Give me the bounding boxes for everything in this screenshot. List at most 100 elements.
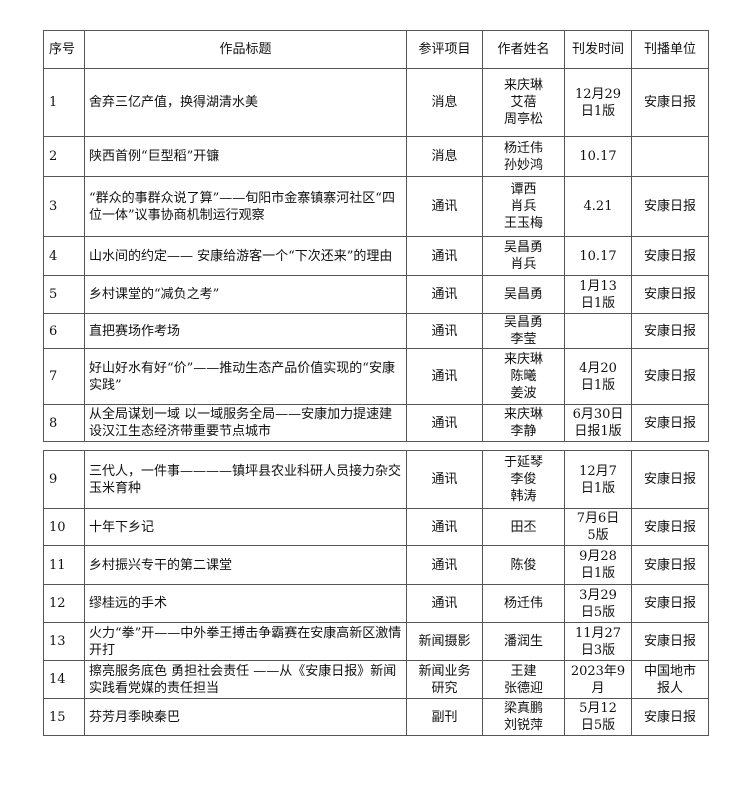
cell-work-title: 山水间的约定—— 安康给游客一个“下次还来”的理由 <box>84 236 407 276</box>
cell-category: 通讯 <box>406 348 483 405</box>
cell-row-number: 8 <box>43 404 85 442</box>
cell-row-number: 10 <box>43 508 85 546</box>
cell-category: 通讯 <box>406 584 483 623</box>
cell-row-number: 14 <box>43 660 85 699</box>
column-header: 作者姓名 <box>482 30 565 69</box>
table-row: 6 直把赛场作考场 通讯 吴昌勇 李莹 安康日报 <box>43 313 709 349</box>
cell-row-number: 4 <box>43 236 85 276</box>
cell-outlet: 安康日报 <box>631 275 709 314</box>
cell-publish-date: 6月30日 日报1版 <box>564 404 632 442</box>
cell-outlet: 安康日报 <box>631 450 709 509</box>
cell-row-number: 12 <box>43 584 85 623</box>
cell-category: 通讯 <box>406 313 483 349</box>
column-header: 刊发时间 <box>564 30 632 69</box>
cell-outlet: 安康日报 <box>631 236 709 276</box>
column-header: 参评项目 <box>406 30 483 69</box>
cell-outlet: 安康日报 <box>631 622 709 661</box>
cell-publish-date: 4月20 日1版 <box>564 348 632 405</box>
column-header: 作品标题 <box>84 30 407 69</box>
cell-work-title: 好山好水有好“价”——推动生态产品价值实现的“安康实践” <box>84 348 407 405</box>
column-header: 序号 <box>43 30 85 69</box>
table-row: 11 乡村振兴专干的第二课堂 通讯 陈俊 9月28 日1版 安康日报 <box>43 545 709 585</box>
cell-work-title: 直把赛场作考场 <box>84 313 407 349</box>
cell-work-title: 三代人，一件事————镇坪县农业科研人员接力杂交玉米育种 <box>84 450 407 509</box>
table-row: 2 陕西首例“巨型稻”开镰 消息 杨迁伟 孙妙鸿 10.17 <box>43 136 709 177</box>
cell-row-number: 3 <box>43 176 85 237</box>
cell-publish-date: 3月29 日5版 <box>564 584 632 623</box>
cell-authors: 潘润生 <box>482 622 565 661</box>
cell-work-title: 从全局谋划一域 以一域服务全局——安康加力提速建设汉江生态经济带重要节点城市 <box>84 404 407 442</box>
cell-work-title: 擦亮服务底色 勇担社会责任 ——从《安康日报》新闻实践看党媒的责任担当 <box>84 660 407 699</box>
cell-authors: 来庆琳 陈曦 姜波 <box>482 348 565 405</box>
cell-publish-date: 12月29 日1版 <box>564 68 632 137</box>
cell-publish-date: 1月13 日1版 <box>564 275 632 314</box>
cell-authors: 来庆琳 艾蓓 周亭松 <box>482 68 565 137</box>
cell-authors: 梁真鹏 刘锐萍 <box>482 698 565 736</box>
cell-authors: 吴昌勇 李莹 <box>482 313 565 349</box>
cell-publish-date: 10.17 <box>564 236 632 276</box>
table-row: 13 火力“拳”开——中外拳王搏击争霸赛在安康高新区激情开打 新闻摄影 潘润生 11月2… <box>43 622 709 661</box>
cell-publish-date: 9月28 日1版 <box>564 545 632 585</box>
cell-row-number: 7 <box>43 348 85 405</box>
cell-row-number: 1 <box>43 68 85 137</box>
table-row: 7 好山好水有好“价”——推动生态产品价值实现的“安康实践” 通讯 来庆琳 陈曦 姜波… <box>43 348 709 405</box>
cell-authors: 吴昌勇 <box>482 275 565 314</box>
cell-work-title: 陕西首例“巨型稻”开镰 <box>84 136 407 177</box>
cell-work-title: 乡村振兴专干的第二课堂 <box>84 545 407 585</box>
cell-row-number: 6 <box>43 313 85 349</box>
table-row: 1 舍弃三亿产值，换得湖清水美 消息 来庆琳 艾蓓 周亭松 12月29 日1版 安康日报 <box>43 68 709 137</box>
cell-row-number: 2 <box>43 136 85 177</box>
cell-category: 消息 <box>406 136 483 177</box>
table-row: 15 芬芳月季映秦巴 副刊 梁真鹏 刘锐萍 5月12 日5版 安康日报 <box>43 698 709 736</box>
cell-category: 新闻业务 研究 <box>406 660 483 699</box>
cell-work-title: 舍弃三亿产值，换得湖清水美 <box>84 68 407 137</box>
header-row: 序号 作品标题 参评项目 作者姓名 刊发时间 刊播单位 <box>43 30 709 69</box>
table-row: 10 十年下乡记 通讯 田丕 7月6日 5版 安康日报 <box>43 508 709 546</box>
cell-category: 通讯 <box>406 404 483 442</box>
cell-publish-date <box>564 313 632 349</box>
cell-authors: 王建 张德迎 <box>482 660 565 699</box>
cell-work-title: 缪桂远的手术 <box>84 584 407 623</box>
awards-table-part-1: 序号 作品标题 参评项目 作者姓名 刊发时间 刊播单位 1 舍弃三亿产值，换得湖清水美 消息 来庆… <box>43 30 709 442</box>
cell-outlet <box>631 136 709 177</box>
cell-category: 副刊 <box>406 698 483 736</box>
cell-category: 通讯 <box>406 508 483 546</box>
table-row: 4 山水间的约定—— 安康给游客一个“下次还来”的理由 通讯 吴昌勇 肖兵 10.17 安… <box>43 236 709 276</box>
cell-outlet: 安康日报 <box>631 545 709 585</box>
cell-authors: 来庆琳 李静 <box>482 404 565 442</box>
cell-publish-date: 4.21 <box>564 176 632 237</box>
cell-row-number: 5 <box>43 275 85 314</box>
cell-outlet: 安康日报 <box>631 68 709 137</box>
cell-work-title: 十年下乡记 <box>84 508 407 546</box>
cell-category: 通讯 <box>406 275 483 314</box>
cell-outlet: 安康日报 <box>631 348 709 405</box>
cell-authors: 田丕 <box>482 508 565 546</box>
cell-work-title: “群众的事群众说了算”——旬阳市金寨镇寨河社区“四位一体”议事协商机制运行观察 <box>84 176 407 237</box>
cell-row-number: 9 <box>43 450 85 509</box>
cell-work-title: 芬芳月季映秦巴 <box>84 698 407 736</box>
cell-publish-date: 5月12 日5版 <box>564 698 632 736</box>
cell-publish-date: 7月6日 5版 <box>564 508 632 546</box>
table-row: 5 乡村课堂的“减负之考” 通讯 吴昌勇 1月13 日1版 安康日报 <box>43 275 709 314</box>
cell-publish-date: 12月7 日1版 <box>564 450 632 509</box>
cell-work-title: 乡村课堂的“减负之考” <box>84 275 407 314</box>
cell-row-number: 11 <box>43 545 85 585</box>
cell-authors: 杨迁伟 <box>482 584 565 623</box>
cell-category: 通讯 <box>406 545 483 585</box>
cell-outlet: 安康日报 <box>631 698 709 736</box>
cell-outlet: 中国地市 报人 <box>631 660 709 699</box>
cell-authors: 谭西 肖兵 王玉梅 <box>482 176 565 237</box>
table-row: 3 “群众的事群众说了算”——旬阳市金寨镇寨河社区“四位一体”议事协商机制运行观察… <box>43 176 709 237</box>
cell-publish-date: 10.17 <box>564 136 632 177</box>
cell-row-number: 15 <box>43 698 85 736</box>
cell-outlet: 安康日报 <box>631 176 709 237</box>
cell-work-title: 火力“拳”开——中外拳王搏击争霸赛在安康高新区激情开打 <box>84 622 407 661</box>
table-row: 9 三代人，一件事————镇坪县农业科研人员接力杂交玉米育种 通讯 于延琴 李俊 韩涛… <box>43 450 709 509</box>
cell-category: 通讯 <box>406 176 483 237</box>
cell-publish-date: 2023年9 月 <box>564 660 632 699</box>
cell-row-number: 13 <box>43 622 85 661</box>
cell-authors: 杨迁伟 孙妙鸿 <box>482 136 565 177</box>
awards-table-part-2: 9 三代人，一件事————镇坪县农业科研人员接力杂交玉米育种 通讯 于延琴 李俊 韩涛… <box>43 450 709 736</box>
column-header: 刊播单位 <box>631 30 709 69</box>
table-row: 14 擦亮服务底色 勇担社会责任 ——从《安康日报》新闻实践看党媒的责任担当 新闻业… <box>43 660 709 699</box>
